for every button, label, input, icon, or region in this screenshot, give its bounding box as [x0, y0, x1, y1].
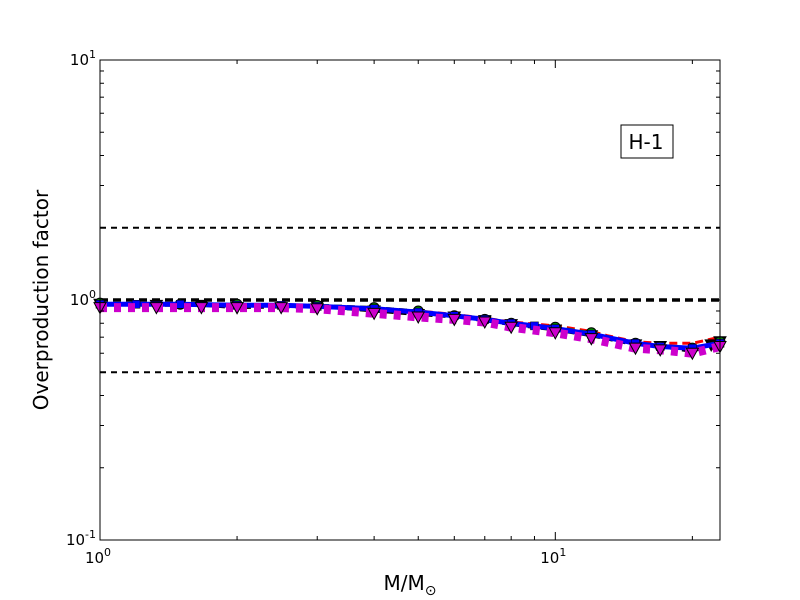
data-point: [548, 327, 563, 340]
annotation-label: H-1: [629, 130, 664, 154]
data-point: [149, 302, 164, 315]
y-tick-label: 10-1: [66, 528, 96, 549]
x-tick-label: 101: [540, 546, 566, 567]
data-point: [477, 316, 492, 330]
data-point: [175, 300, 185, 309]
data-point: [411, 311, 426, 324]
x-axis-title: M/M⊙: [384, 571, 437, 599]
x-tick-label: 100: [85, 546, 111, 567]
data-point: [310, 303, 325, 316]
x-axis-title-subscript: ⊙: [425, 583, 437, 599]
annotation-box: H-1: [620, 124, 674, 159]
y-tick-label: 101: [70, 48, 96, 69]
data-point: [230, 302, 244, 315]
data-point: [194, 302, 209, 315]
data-point: [447, 313, 462, 327]
annotation-frame: [620, 124, 674, 159]
x-axis-title-main: M/M: [384, 571, 425, 595]
y-tick-label: 100: [70, 288, 96, 309]
series-5: [93, 302, 727, 361]
reference-lines: [100, 226, 720, 374]
data-point: [653, 344, 668, 357]
data-point: [274, 302, 289, 315]
data-point: [584, 333, 599, 346]
data-point: [367, 307, 381, 321]
data-point: [628, 342, 643, 356]
data-point: [504, 321, 519, 335]
series-layer: [93, 297, 727, 361]
plot-border: [99, 59, 721, 541]
y-axis-title: Overproduction factor: [29, 189, 53, 410]
plot-area: [93, 59, 727, 541]
data-point: [685, 347, 700, 361]
